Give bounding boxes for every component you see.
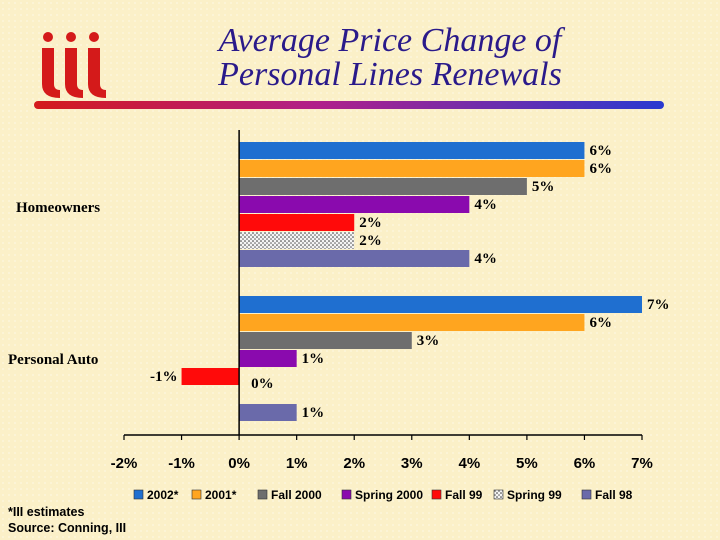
bar-value-label: 6% [589, 161, 612, 177]
legend-swatch-2001- [191, 489, 202, 500]
chart-title: Average Price Change of Personal Lines R… [150, 24, 630, 92]
bar-personal-auto-fall-99 [181, 368, 240, 385]
bar-homeowners-2002- [239, 142, 585, 159]
bar-value-label: 4% [474, 251, 497, 267]
bars-layer [181, 142, 642, 421]
bar-personal-auto-spring-2000 [239, 350, 297, 367]
legend-label: Fall 99 [445, 488, 483, 502]
x-tick-label: 1% [286, 455, 308, 472]
bar-value-label: 1% [302, 351, 325, 367]
bar-value-label: 0% [251, 376, 274, 392]
bar-value-label: 3% [417, 333, 440, 349]
logo-glyph [42, 32, 106, 98]
bar-value-label: 2% [359, 215, 382, 231]
x-tick-label: 4% [458, 455, 480, 472]
legend-label: 2001* [205, 488, 237, 502]
footnote-source: Source: Conning, III [8, 521, 127, 535]
iii-logo [42, 32, 106, 98]
legend-label: Spring 2000 [355, 488, 423, 502]
title-line-1: Average Price Change of [218, 22, 562, 59]
bar-value-label: 4% [474, 197, 497, 213]
bar-homeowners-fall-2000 [239, 178, 527, 195]
legend: 2002* 2001* Fall 2000 Spring 2000 Fall 99 Spr… [133, 488, 633, 502]
bar-homeowners-spring-2000 [239, 196, 470, 213]
bar-personal-auto-fall-2000 [239, 332, 412, 349]
x-tick-label: 5% [516, 455, 538, 472]
legend-label: 2002* [147, 488, 179, 502]
bar-homeowners-2001- [239, 160, 585, 177]
x-tick-label: -2% [111, 455, 138, 472]
legend-swatch-spring-99 [493, 489, 504, 500]
bar-value-label: 6% [589, 315, 612, 331]
axes-layer [123, 130, 643, 440]
x-tick-label: -1% [168, 455, 195, 472]
legend-label: Fall 2000 [271, 488, 322, 502]
x-tick-label: 7% [631, 455, 653, 472]
bar-homeowners-fall-98 [239, 250, 470, 267]
category-label-homeowners: Homeowners [16, 200, 100, 216]
bar-value-label: 2% [359, 233, 382, 249]
title-underline [34, 101, 664, 109]
legend-swatch-spring-2000 [341, 489, 352, 500]
category-labels-layer: Homeowners Personal Auto [8, 200, 100, 368]
title-line-2: Personal Lines Renewals [218, 56, 562, 93]
legend-swatch-fall-2000 [257, 489, 268, 500]
bar-labels-layer: 6% 6% 5% 4% 2% 2% 4% 7% 6% 3% 1% -1% 0% 1% [150, 143, 669, 421]
category-label-personal-auto: Personal Auto [8, 352, 98, 368]
bar-value-label: 7% [647, 297, 670, 313]
legend-swatch-fall-99 [431, 489, 442, 500]
bar-homeowners-fall-99 [239, 214, 355, 231]
bar-value-label: -1% [150, 369, 178, 385]
x-tick-label: 0% [228, 455, 250, 472]
x-tick-label: 3% [401, 455, 423, 472]
bar-personal-auto-2001- [239, 314, 585, 331]
footnote-estimates: *III estimates [8, 505, 85, 519]
x-tick-label: 2% [343, 455, 365, 472]
legend-swatch-fall-98 [581, 489, 592, 500]
legend-label: Spring 99 [507, 488, 562, 502]
bar-value-label: 6% [589, 143, 612, 159]
bar-homeowners-spring-99 [239, 232, 355, 249]
tick-labels-layer: -2% -1% 0% 1% 2% 3% 4% 5% 6% 7% [111, 455, 653, 472]
legend-label: Fall 98 [595, 488, 633, 502]
x-tick-label: 6% [574, 455, 596, 472]
bar-value-label: 5% [532, 179, 555, 195]
bar-personal-auto-fall-98 [239, 404, 297, 421]
bar-value-label: 1% [302, 405, 325, 421]
legend-swatch-2002- [133, 489, 144, 500]
footnote: *III estimates Source: Conning, III [8, 504, 126, 536]
bar-personal-auto-2002- [239, 296, 642, 313]
